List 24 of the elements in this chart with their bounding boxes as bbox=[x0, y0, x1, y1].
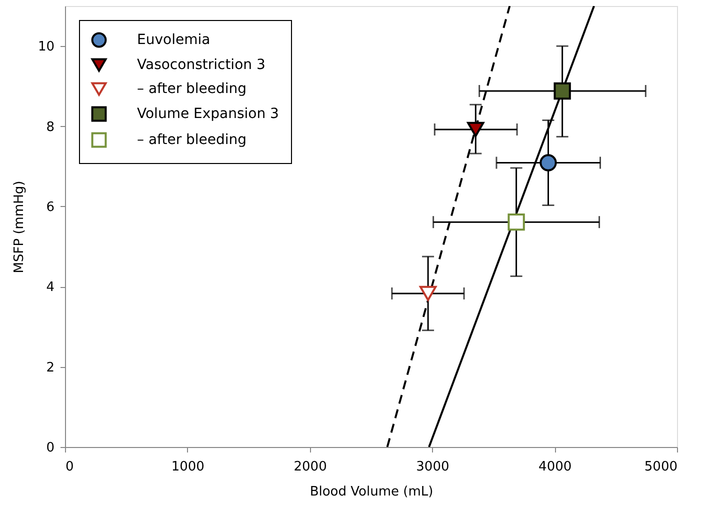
point bbox=[540, 154, 557, 172]
y-tick-label: 6 bbox=[46, 200, 54, 215]
y-tick-label: 8 bbox=[46, 120, 54, 135]
x-axis-title: Blood Volume (mL) bbox=[310, 484, 434, 500]
y-tick-label: 2 bbox=[46, 360, 54, 376]
point bbox=[419, 286, 437, 302]
x-tick-label: 3000 bbox=[416, 460, 450, 474]
y-tick-label: 4 bbox=[46, 280, 54, 296]
legend-label: Volume Expansion 3 bbox=[137, 106, 279, 122]
legend-label: Euvolemia bbox=[137, 32, 210, 48]
legend-label: – after bleeding bbox=[137, 132, 247, 148]
y-axis-title: MSFP (mmHg) bbox=[12, 180, 27, 274]
point bbox=[508, 214, 525, 231]
x-tick-label: 4000 bbox=[538, 460, 572, 474]
point bbox=[467, 122, 484, 138]
y-tick-label: 10 bbox=[38, 40, 54, 55]
legend-label: Vasoconstriction 3 bbox=[137, 57, 266, 73]
x-tick-label: 5000 bbox=[644, 460, 678, 474]
x-tick-label: 0 bbox=[66, 460, 74, 474]
y-tick-label: 0 bbox=[46, 440, 54, 456]
x-tick-label: 1000 bbox=[171, 460, 204, 474]
legend-label: – after bleeding bbox=[137, 81, 247, 97]
x-tick-label: 2000 bbox=[294, 460, 327, 474]
point bbox=[554, 82, 571, 100]
